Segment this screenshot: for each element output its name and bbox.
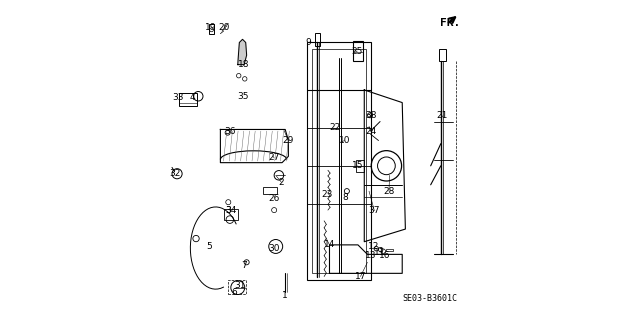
Text: 30: 30 — [268, 244, 280, 253]
Text: 27: 27 — [268, 153, 280, 162]
Text: 4: 4 — [189, 93, 195, 102]
Text: 29: 29 — [283, 136, 294, 145]
Text: 1: 1 — [282, 291, 288, 300]
Bar — [387, 249, 393, 251]
Text: 24: 24 — [365, 127, 376, 136]
Bar — [353, 41, 363, 62]
Text: 5: 5 — [206, 242, 212, 251]
Text: 13: 13 — [365, 251, 376, 260]
Text: 7: 7 — [241, 261, 247, 270]
Text: 31: 31 — [235, 281, 246, 290]
Text: 25: 25 — [351, 48, 363, 56]
Text: 2: 2 — [278, 178, 284, 187]
Text: 14: 14 — [324, 241, 335, 249]
Bar — [312, 49, 366, 273]
Text: 33: 33 — [173, 93, 184, 102]
Bar — [307, 42, 371, 280]
Text: 9: 9 — [305, 38, 311, 47]
Text: 22: 22 — [330, 123, 341, 132]
Text: 20: 20 — [218, 23, 229, 32]
Text: 37: 37 — [369, 206, 380, 215]
Bar — [263, 187, 277, 194]
Bar — [223, 209, 238, 219]
Text: 3: 3 — [225, 206, 231, 215]
Text: 11: 11 — [374, 248, 385, 257]
Text: 6: 6 — [231, 288, 237, 297]
Bar — [228, 280, 246, 294]
Text: 28: 28 — [383, 187, 395, 196]
Text: 21: 21 — [436, 111, 447, 120]
Text: 26: 26 — [268, 194, 280, 203]
Text: 35: 35 — [237, 92, 249, 101]
Text: FR.: FR. — [440, 18, 460, 28]
Text: 32: 32 — [170, 169, 181, 178]
Text: 34: 34 — [225, 206, 237, 215]
Text: 23: 23 — [321, 190, 333, 199]
Text: 38: 38 — [365, 111, 376, 120]
Text: 17: 17 — [355, 272, 366, 281]
Bar — [438, 49, 445, 62]
Text: 36: 36 — [224, 127, 236, 136]
Text: SE03-B3601C: SE03-B3601C — [402, 294, 457, 303]
Text: 10: 10 — [339, 136, 351, 145]
Polygon shape — [238, 39, 246, 65]
Text: 12: 12 — [368, 242, 380, 251]
Text: 8: 8 — [342, 193, 348, 202]
Bar — [179, 93, 196, 106]
Text: 16: 16 — [380, 251, 391, 260]
Text: 15: 15 — [351, 161, 363, 170]
Text: 18: 18 — [238, 60, 250, 69]
Bar — [315, 33, 320, 46]
Bar — [209, 24, 214, 33]
Text: 19: 19 — [205, 23, 217, 32]
Bar — [356, 160, 364, 172]
